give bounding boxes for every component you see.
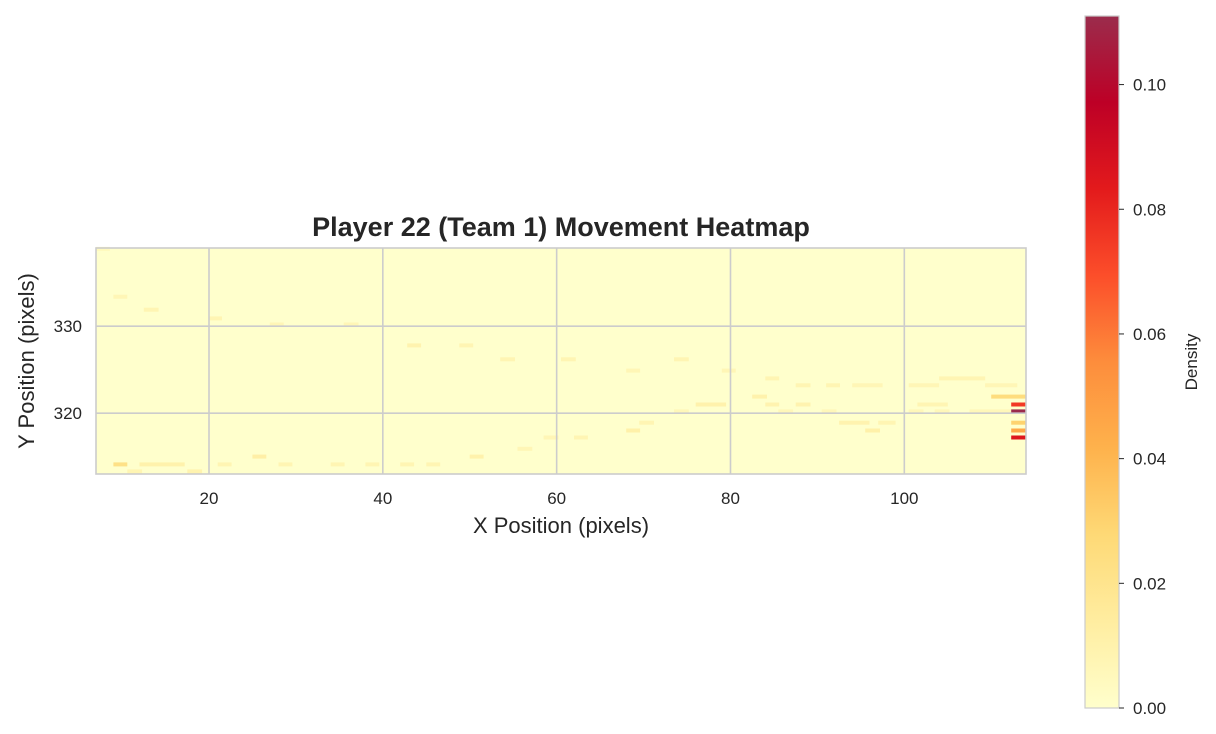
heatmap-cell <box>826 383 840 388</box>
x-tick-label: 20 <box>200 489 219 508</box>
heatmap-cell <box>795 383 811 388</box>
heatmap-cell <box>561 357 576 362</box>
heatmap-cell <box>343 322 359 327</box>
heatmap-cell <box>1011 428 1026 433</box>
heatmap-cell <box>330 462 345 467</box>
x-tick-label: 80 <box>721 489 740 508</box>
heatmap-cell <box>469 454 484 459</box>
plot-frame <box>95 247 1027 475</box>
y-tick-label: 320 <box>54 404 82 423</box>
colorbar-tick-label: 0.08 <box>1133 200 1166 219</box>
colorbar-ticks: 0.00 0.02 0.04 0.06 0.08 0.10 <box>1119 76 1166 718</box>
chart-title: Player 22 (Team 1) Movement Heatmap <box>312 212 810 242</box>
colorbar-tick-label: 0.02 <box>1133 574 1166 593</box>
y-tick-label: 330 <box>54 317 82 336</box>
x-tick-label: 100 <box>890 489 918 508</box>
heatmap-cell <box>113 462 128 467</box>
plot-area <box>95 246 1027 475</box>
heatmap-cell <box>969 409 1012 414</box>
colorbar: 0.00 0.02 0.04 0.06 0.08 0.10 Density <box>1084 15 1201 718</box>
heatmap-cell <box>252 454 267 459</box>
heatmap-cell <box>278 462 293 467</box>
heatmap-cell <box>1011 402 1026 407</box>
heatmap-cell <box>917 402 948 407</box>
heatmap-cell <box>765 402 780 407</box>
colorbar-label: Density <box>1182 333 1201 390</box>
heatmap-cell <box>187 469 203 474</box>
colorbar-tick-label: 0.10 <box>1133 76 1166 95</box>
heatmap-cell <box>400 462 415 467</box>
colorbar-gradient <box>1084 15 1120 709</box>
heatmap-cell <box>113 294 128 299</box>
heatmap-cell <box>365 462 380 467</box>
heatmap-cells <box>96 246 1026 474</box>
x-tick-label: 40 <box>373 489 392 508</box>
heatmap-cell <box>517 446 533 451</box>
heatmap-cell <box>626 428 641 433</box>
heatmap-cell <box>991 394 1026 399</box>
heatmap-cell <box>143 307 159 312</box>
colorbar-tick-label: 0.00 <box>1133 699 1166 718</box>
grid-lines <box>96 248 1026 474</box>
heatmap-cell <box>1011 435 1026 440</box>
colorbar-tick-label: 0.04 <box>1133 450 1166 469</box>
x-axis-label: X Position (pixels) <box>473 513 649 538</box>
y-axis-ticks: 320 330 <box>54 317 82 423</box>
heatmap-cell <box>852 383 883 388</box>
heatmap-cell <box>139 462 185 467</box>
heatmap-cell <box>865 428 880 433</box>
heatmap-cell <box>674 357 689 362</box>
heatmap-cell <box>500 357 515 362</box>
x-axis-ticks: 20 40 60 80 100 <box>200 489 919 508</box>
heatmap-cell <box>426 462 441 467</box>
heatmap-cell <box>96 246 110 251</box>
x-tick-label: 60 <box>547 489 566 508</box>
heatmap-cell <box>217 462 232 467</box>
heatmap-cell <box>752 394 767 399</box>
heatmap-cell <box>127 469 143 474</box>
heatmap-cell <box>939 376 986 381</box>
heatmap-cell <box>1011 420 1026 425</box>
heatmap-cell <box>695 402 727 407</box>
heatmap-cell <box>795 402 811 407</box>
y-axis-label: Y Position (pixels) <box>14 273 39 449</box>
heatmap-cell <box>934 409 950 414</box>
heatmap-cell <box>821 409 837 414</box>
heatmap-cell <box>721 368 736 373</box>
heatmap-cell <box>908 383 940 388</box>
heatmap-cell <box>674 409 689 414</box>
heatmap-cell <box>626 368 641 373</box>
heatmap-cell <box>574 435 588 440</box>
heatmap-cell <box>908 409 924 414</box>
heatmap-cell <box>209 316 222 321</box>
heatmap-cell <box>985 383 1018 388</box>
heatmap-cell <box>878 420 896 425</box>
heatmap-cell <box>839 420 870 425</box>
heatmap-cell <box>778 409 794 414</box>
heatmap-cell <box>1011 409 1026 414</box>
heatmap-cell <box>269 322 284 327</box>
heatmap-cell <box>639 420 654 425</box>
heatmap-cell <box>407 343 422 348</box>
heatmap-cell <box>543 435 559 440</box>
colorbar-tick-label: 0.06 <box>1133 325 1166 344</box>
heatmap-cell <box>459 343 474 348</box>
heatmap-cell <box>765 376 780 381</box>
